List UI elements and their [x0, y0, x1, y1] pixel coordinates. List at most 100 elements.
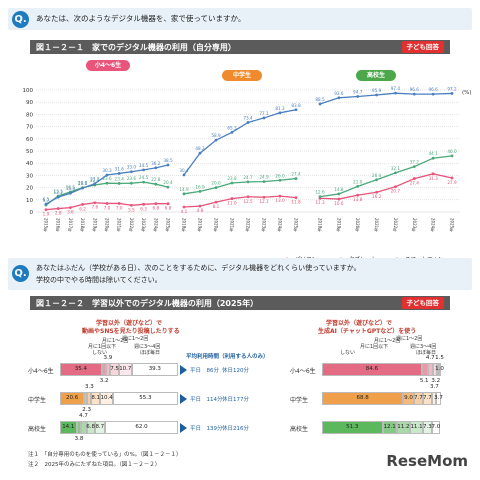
y-tick-label: 50 [26, 149, 33, 155]
question-1-banner: Q. あなたは、次のようなデジタル機器を、家で使っていますか。 [8, 8, 472, 30]
data-point [130, 181, 133, 185]
segment-value: 10.4 [100, 395, 113, 401]
avg-holiday: 休日177分 [222, 397, 249, 403]
bar-segment [60, 363, 102, 376]
data-label: 19.6 [78, 181, 88, 186]
bar-segment [322, 363, 422, 376]
series-line [319, 92, 453, 105]
segment-value-outside: 3.8 [74, 436, 84, 442]
data-point [412, 177, 416, 180]
data-point [130, 170, 133, 174]
group-pill-high-school: 高校生 [356, 70, 396, 81]
group-pill-elementary: 小4～6生 [86, 60, 130, 71]
data-label: 22.1 [90, 178, 100, 183]
segment-value: 84.6 [365, 366, 379, 372]
data-label: 97.2 [447, 86, 457, 91]
data-point [230, 197, 234, 200]
y-tick-label: 40 [26, 161, 33, 167]
data-point [394, 185, 397, 189]
data-point [142, 168, 146, 172]
segment-value: 14.1 [62, 424, 75, 430]
data-point [337, 96, 341, 100]
segment-value: 8.7 [95, 424, 105, 430]
data-point [246, 121, 250, 124]
data-label: 12.2 [54, 190, 64, 195]
data-label: 97.4 [391, 86, 401, 91]
data-point [182, 173, 186, 177]
segment-value: 7.7 [413, 395, 423, 401]
data-label: 24.5 [139, 175, 149, 180]
bar-segment [403, 392, 414, 405]
data-label: 5.7 [43, 198, 50, 203]
data-label: 8.1 [213, 204, 220, 209]
data-label: 31.6 [115, 166, 125, 171]
fig2-right-legend-l3: 週に1～2回 [396, 336, 423, 342]
bar-segment [410, 421, 424, 434]
segment-value: 11.2 [397, 424, 410, 430]
data-label: 23.4 [115, 176, 125, 181]
x-tick-label: 2022年 [246, 218, 251, 233]
data-point [394, 171, 397, 175]
bar-segment [76, 421, 82, 434]
bar-segment [90, 392, 101, 405]
segment-value: 62.0 [135, 424, 148, 430]
segment-value: 68.8 [356, 395, 369, 401]
x-tick-label: 2018年 [182, 218, 187, 233]
bar-segment [437, 363, 440, 376]
data-point [450, 92, 454, 95]
data-label: 3.6 [67, 210, 74, 215]
segment-value-outside: 3.7 [429, 384, 439, 390]
data-point [44, 202, 48, 206]
line-chart-home-devices: 0 10 20 30 40 50 60 70 80 90 100 (%) 2015年 2016年 2017年… [23, 86, 472, 263]
x-tick-label: 2019年 [92, 218, 97, 233]
bar-segment [423, 421, 432, 434]
bar-segment [396, 421, 410, 434]
question-1-text: あなたは、次のようなデジタル機器を、家で使っていますか。 [36, 14, 246, 23]
x-tick-label: 2023年 [412, 218, 417, 233]
data-point [356, 193, 360, 197]
data-point [154, 166, 158, 170]
data-point [337, 197, 341, 201]
note-1: 注１ 「自分専用のものを使っている」の%。（図１－２－１） [28, 452, 182, 458]
data-point [56, 207, 60, 210]
series-line [183, 195, 297, 208]
data-label: 6.2 [79, 206, 86, 211]
bar-segment [87, 392, 91, 405]
x-tick-label: 2021年 [374, 218, 379, 233]
fig2-right-legend-l1: 月に1回以下 [360, 344, 389, 350]
data-point [105, 173, 109, 177]
segment-value: 39.3 [148, 366, 161, 372]
avg-time-header: 平均利用時間（利用する人のみ） [186, 354, 269, 360]
data-label: 7.0 [104, 205, 111, 210]
y-tick-label: 90 [26, 100, 33, 106]
fig2-left-legend-l1: 月に1回以下 [88, 344, 117, 350]
segment-value: 7.3 [423, 424, 432, 430]
y-tick-label: 0 [30, 210, 34, 216]
row-category-label: 高校生 [290, 426, 309, 433]
data-label: 6.3 [140, 206, 147, 211]
data-point [450, 176, 454, 180]
avg-holiday: 休日216分 [222, 426, 249, 432]
bar-segment [436, 392, 441, 405]
data-point [198, 189, 202, 193]
data-point [412, 92, 416, 96]
data-label: 7.6 [91, 205, 98, 210]
data-point [154, 202, 158, 206]
fig2-right-legend-l4: 週に3～4回 [410, 344, 437, 350]
data-point [105, 202, 109, 205]
bar-segment [382, 421, 397, 434]
y-tick-label: 80 [26, 112, 33, 118]
data-label: 34.5 [139, 163, 149, 168]
data-label: 24.7 [243, 175, 253, 180]
series-line [183, 177, 297, 195]
data-label: 23.6 [127, 176, 137, 181]
data-point [117, 172, 121, 175]
data-label: 4.1 [181, 209, 188, 214]
arrow-icon [180, 423, 187, 433]
avg-weekday: 平日 114分 [190, 397, 223, 403]
bar-segment [110, 363, 119, 376]
data-point [294, 177, 298, 180]
x-tick-label: 2019年 [336, 218, 341, 233]
data-label: 21.0 [353, 179, 363, 184]
data-point [278, 194, 282, 198]
